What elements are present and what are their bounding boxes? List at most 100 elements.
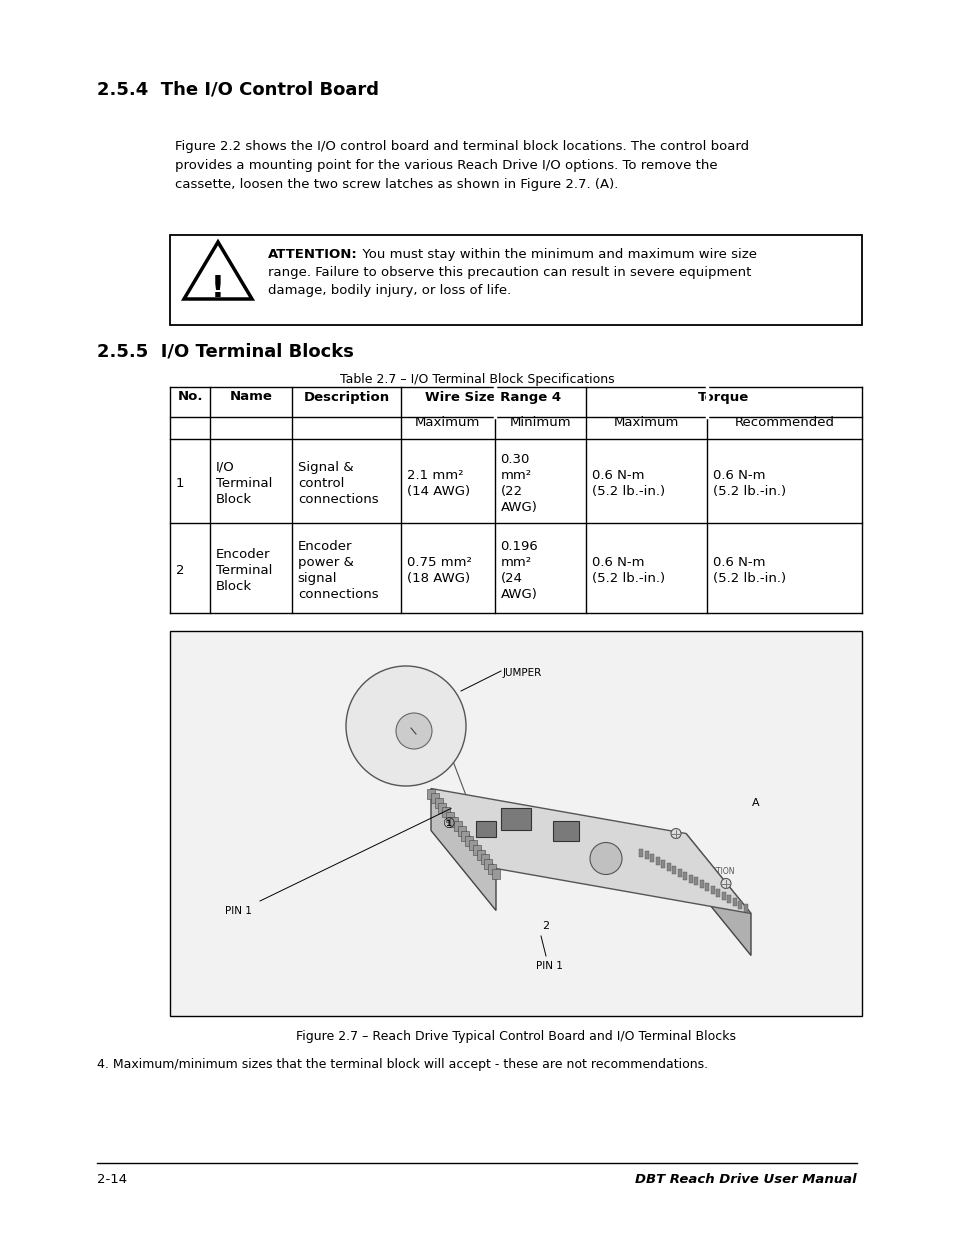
Text: Block: Block <box>216 493 252 506</box>
Bar <box>688 874 692 883</box>
Text: Minimum: Minimum <box>509 416 571 430</box>
Bar <box>649 855 654 862</box>
Circle shape <box>589 842 621 874</box>
Text: (18 AWG): (18 AWG) <box>407 572 470 585</box>
Text: (5.2 lb.-in.): (5.2 lb.-in.) <box>712 485 785 498</box>
Text: 2: 2 <box>175 564 184 577</box>
Text: (5.2 lb.-in.): (5.2 lb.-in.) <box>712 572 785 585</box>
Bar <box>660 860 664 868</box>
Bar <box>732 898 736 905</box>
FancyBboxPatch shape <box>500 808 531 830</box>
Text: ATTENTION:: ATTENTION: <box>268 248 357 261</box>
Text: Terminal: Terminal <box>216 477 273 490</box>
Text: Description: Description <box>303 390 389 404</box>
Text: 0.6 N-m: 0.6 N-m <box>591 469 643 482</box>
Text: 2.5.4  The I/O Control Board: 2.5.4 The I/O Control Board <box>97 80 378 98</box>
Text: 0.6 N-m: 0.6 N-m <box>712 469 764 482</box>
Bar <box>682 872 686 879</box>
Text: Signal &: Signal & <box>297 461 353 474</box>
Text: No.: No. <box>177 390 203 404</box>
Bar <box>694 877 698 885</box>
Text: 2-14: 2-14 <box>97 1173 127 1186</box>
Polygon shape <box>184 242 252 299</box>
Polygon shape <box>685 834 750 956</box>
Text: PIN 1: PIN 1 <box>536 961 562 971</box>
Text: 4. Maximum/minimum sizes that the terminal block will accept - these are not rec: 4. Maximum/minimum sizes that the termin… <box>97 1058 707 1071</box>
Text: AWG): AWG) <box>500 588 537 601</box>
Bar <box>465 836 473 846</box>
Text: Encoder: Encoder <box>297 540 352 553</box>
Bar <box>461 831 469 841</box>
Text: A: A <box>751 799 759 809</box>
Bar <box>700 881 703 888</box>
Bar <box>170 631 862 1016</box>
Polygon shape <box>431 788 750 914</box>
Text: Recommended: Recommended <box>734 416 834 430</box>
Text: ①: ① <box>442 818 455 831</box>
Circle shape <box>720 878 730 888</box>
Polygon shape <box>431 788 496 910</box>
Bar <box>743 904 747 911</box>
Bar <box>457 826 465 836</box>
Text: Maximum: Maximum <box>613 416 679 430</box>
Bar <box>476 850 484 860</box>
Bar <box>450 816 457 826</box>
Bar <box>480 855 488 864</box>
Bar <box>716 889 720 897</box>
Text: 2.1 mm²: 2.1 mm² <box>407 469 463 482</box>
Bar <box>431 793 438 803</box>
Bar <box>446 813 454 823</box>
Text: signal: signal <box>297 572 337 585</box>
Text: 0.6 N-m: 0.6 N-m <box>591 556 643 569</box>
Bar <box>704 883 709 892</box>
Text: do not: do not <box>700 877 720 882</box>
Text: 2.5.5  I/O Terminal Blocks: 2.5.5 I/O Terminal Blocks <box>97 342 354 359</box>
Bar <box>672 866 676 874</box>
Text: (14 AWG): (14 AWG) <box>407 485 470 498</box>
Circle shape <box>670 829 680 839</box>
Text: PIN 1: PIN 1 <box>225 906 252 916</box>
Text: AWG): AWG) <box>500 501 537 514</box>
Text: power &: power & <box>297 556 354 569</box>
Bar <box>170 235 862 325</box>
Bar <box>435 798 442 808</box>
FancyBboxPatch shape <box>553 820 578 841</box>
Bar <box>469 840 476 850</box>
Text: mm²: mm² <box>500 469 531 482</box>
Text: control: control <box>297 477 344 490</box>
Text: (24: (24 <box>500 572 522 585</box>
Text: DBT Reach Drive User Manual: DBT Reach Drive User Manual <box>635 1173 856 1186</box>
Text: Terminal: Terminal <box>216 564 273 577</box>
Text: Figure 2.2 shows the I/O control board and terminal block locations. The control: Figure 2.2 shows the I/O control board a… <box>174 140 748 153</box>
Bar <box>484 860 492 869</box>
Bar <box>442 808 450 818</box>
Text: 1: 1 <box>175 477 184 490</box>
Text: Table 2.7 – I/O Terminal Block Specifications: Table 2.7 – I/O Terminal Block Specifica… <box>339 373 614 387</box>
Text: You must stay within the minimum and maximum wire size: You must stay within the minimum and max… <box>354 248 757 261</box>
Text: I/O: I/O <box>216 461 234 474</box>
Bar <box>488 863 496 874</box>
Text: 2: 2 <box>542 921 549 931</box>
Text: Figure 2.7 – Reach Drive Typical Control Board and I/O Terminal Blocks: Figure 2.7 – Reach Drive Typical Control… <box>295 1030 735 1044</box>
Circle shape <box>395 713 432 748</box>
Bar <box>655 857 659 866</box>
Text: 0.196: 0.196 <box>500 540 537 553</box>
Text: Wire Size Range 4: Wire Size Range 4 <box>425 390 561 404</box>
Bar <box>721 892 725 900</box>
Text: JUMPER: JUMPER <box>502 668 541 678</box>
Text: damage, bodily injury, or loss of life.: damage, bodily injury, or loss of life. <box>268 284 511 296</box>
Bar <box>666 863 670 871</box>
Bar <box>438 803 446 813</box>
Text: (5.2 lb.-in.): (5.2 lb.-in.) <box>591 485 664 498</box>
Bar <box>473 845 480 855</box>
Text: Torque: Torque <box>698 390 749 404</box>
Circle shape <box>346 666 465 785</box>
Text: (22: (22 <box>500 485 522 498</box>
FancyBboxPatch shape <box>476 820 496 836</box>
Bar <box>454 821 461 831</box>
Bar <box>427 788 435 799</box>
Text: Encoder: Encoder <box>216 548 271 561</box>
Bar <box>677 868 681 877</box>
Text: Block: Block <box>216 580 252 593</box>
Text: (5.2 lb.-in.): (5.2 lb.-in.) <box>591 572 664 585</box>
